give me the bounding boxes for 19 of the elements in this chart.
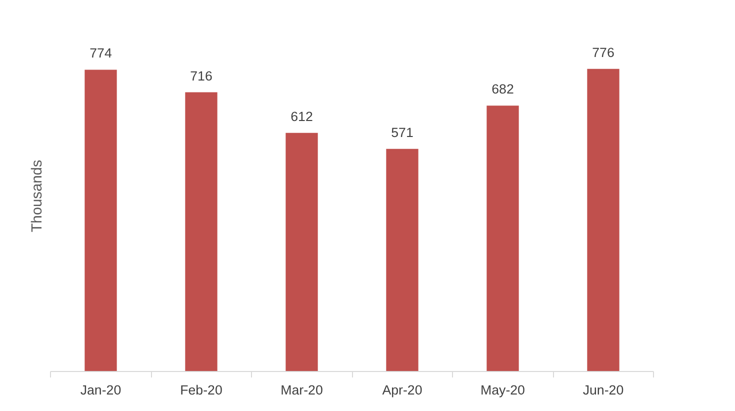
data-label: 612	[290, 108, 313, 124]
x-tick-label: Jun-20	[582, 382, 624, 398]
bar	[486, 106, 519, 372]
bar	[386, 148, 418, 372]
data-label: 682	[492, 82, 514, 97]
bar	[84, 70, 117, 372]
bar	[185, 92, 218, 372]
data-label: 774	[90, 46, 112, 61]
bar	[286, 132, 318, 372]
x-tick-label: May-20	[480, 382, 525, 398]
data-label: 716	[190, 68, 212, 84]
x-tick-label: Feb-20	[180, 382, 222, 398]
data-label: 571	[391, 124, 414, 140]
data-label: 776	[592, 44, 614, 60]
x-tick-label: Mar-20	[280, 382, 323, 398]
bar	[587, 68, 620, 372]
x-tick-label: Jan-20	[80, 382, 122, 398]
x-tick-label: Apr-20	[382, 382, 422, 398]
y-axis-title: Thousands	[30, 160, 46, 232]
